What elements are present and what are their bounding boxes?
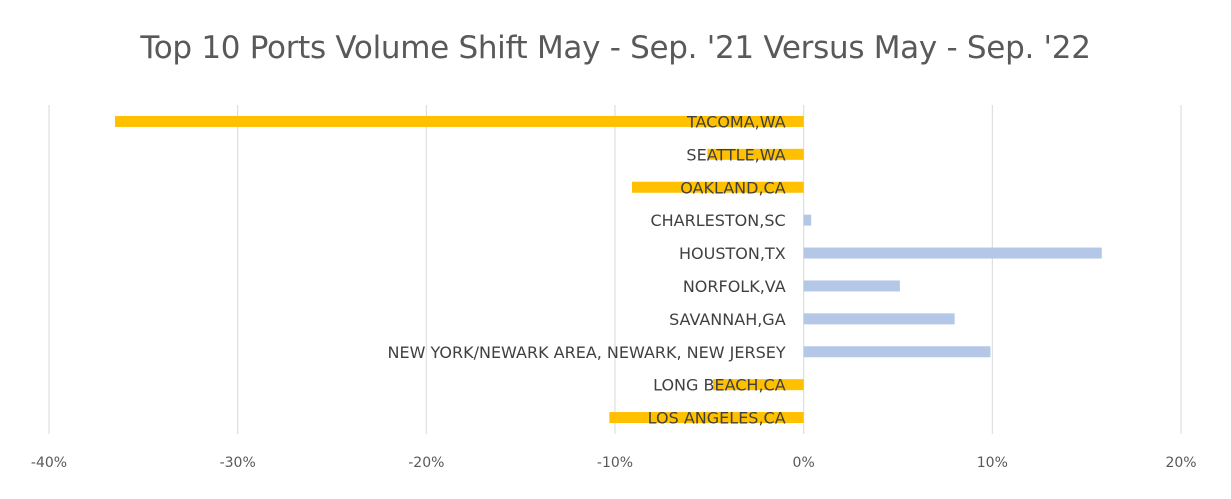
bars (115, 115, 1102, 424)
x-tick-label: -40% (31, 455, 67, 471)
bar (803, 247, 1102, 259)
category-label: SAVANNAH,GA (669, 310, 786, 329)
bar (631, 181, 804, 193)
category-label: LONG BEACH,CA (653, 376, 786, 395)
bar (707, 148, 804, 160)
category-label: SEATTLE,WA (686, 145, 785, 164)
x-tick-label: 0% (793, 455, 815, 471)
x-tick-label: -30% (220, 455, 256, 471)
category-labels: TACOMA,WA SEATTLE,WA OAKLAND,CA CHARLESTON,… (388, 112, 786, 427)
bar (803, 346, 991, 358)
bar (803, 313, 955, 325)
category-label: HOUSTON,TX (679, 244, 786, 263)
bar (115, 115, 804, 127)
bar (713, 379, 804, 391)
category-label: CHARLESTON,SC (650, 211, 785, 230)
bar (803, 214, 812, 226)
category-label: OAKLAND,CA (680, 178, 786, 197)
x-tick-label: -10% (597, 455, 633, 471)
category-label: NEW YORK/NEWARK AREA, NEWARK, NEW JERSEY (388, 343, 786, 362)
x-tick-label: -20% (408, 455, 444, 471)
bar (803, 280, 900, 292)
x-tick-label: 10% (977, 455, 1008, 471)
category-label: TACOMA,WA (686, 112, 786, 131)
bar (609, 412, 804, 424)
x-axis-ticks: -40% -30% -20% -10% 0% 10% 20% (31, 455, 1197, 471)
x-tick-label: 20% (1165, 455, 1196, 471)
gridlines (48, 105, 1182, 434)
category-label: LOS ANGELES,CA (648, 409, 786, 428)
chart-title: Top 10 Ports Volume Shift May - Sep. '21… (140, 30, 1091, 66)
category-label: NORFOLK,VA (683, 277, 786, 296)
